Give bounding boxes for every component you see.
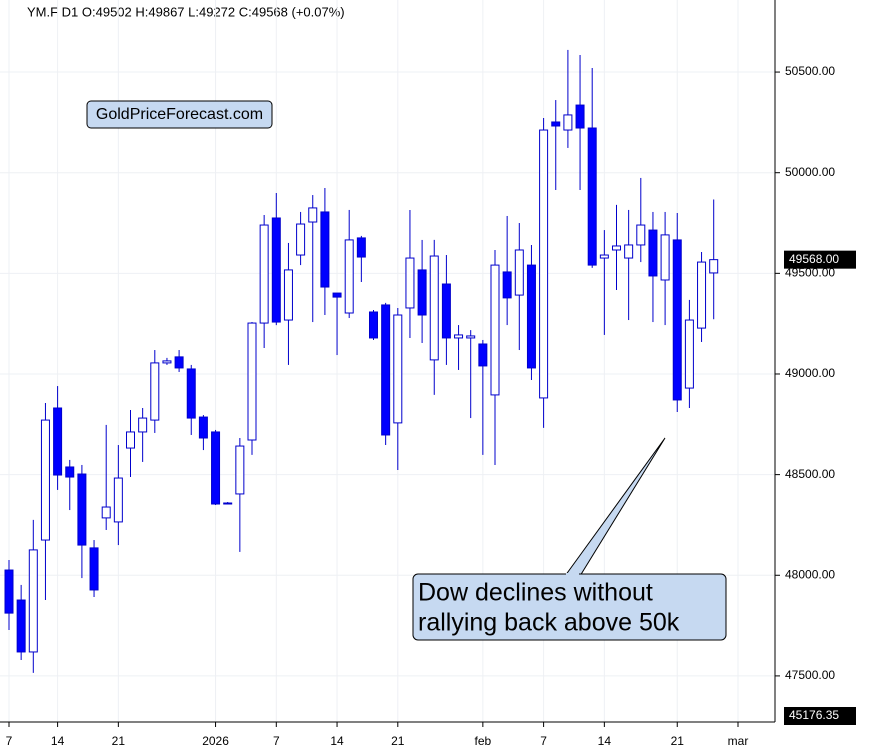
x-tick-label: 2026 (202, 734, 229, 748)
candle-body (101, 506, 111, 519)
candle-body (514, 249, 524, 296)
candle-body (89, 547, 99, 591)
candle-body (478, 343, 488, 367)
candle-body (186, 368, 196, 419)
bottom-label: 45176.35 (789, 708, 839, 722)
candle-body (539, 129, 549, 399)
candle-body (344, 239, 354, 314)
x-tick-label: 21 (671, 734, 685, 748)
x-tick-label: 14 (330, 734, 344, 748)
last-price-label: 49568.00 (789, 252, 839, 266)
annotation-text: Dow declines without (418, 579, 653, 607)
candle-body (150, 362, 160, 421)
candle-body (709, 259, 719, 274)
candle-body (320, 211, 330, 288)
candle-body (684, 319, 694, 389)
candle-body (672, 239, 682, 401)
x-tick-label: 7 (273, 734, 280, 748)
x-tick-label: 21 (112, 734, 126, 748)
candle-body (393, 314, 403, 424)
candle-body (587, 127, 597, 266)
candle-body (259, 224, 269, 324)
x-tick-label: 21 (391, 734, 405, 748)
candle-body (648, 229, 658, 277)
candle-body (77, 473, 87, 546)
candle-body (162, 360, 172, 364)
watermark-text: GoldPriceForecast.com (96, 106, 263, 123)
candle-body (612, 245, 621, 251)
candle-body (417, 269, 427, 316)
candle-body (697, 261, 707, 329)
candle-body (271, 217, 281, 323)
x-tick-label: 7 (540, 734, 547, 748)
candle-body (551, 121, 561, 127)
candle-body (466, 335, 476, 339)
candle-body (308, 207, 318, 223)
watermark-box: GoldPriceForecast.com (86, 100, 273, 129)
candle-body (65, 466, 75, 478)
candle-body (563, 114, 573, 131)
y-tick-label: 47500.00 (785, 668, 835, 682)
x-tick-label: 7 (6, 734, 13, 748)
candle-body (502, 271, 512, 299)
candle-body (53, 407, 63, 476)
y-tick-label: 49000.00 (785, 366, 835, 380)
candle-body (599, 254, 609, 259)
candle-body (247, 322, 257, 441)
candle-body (381, 304, 391, 436)
candle-body (429, 255, 439, 361)
annotation-text: rallying back above 50k (418, 609, 680, 637)
candle-body (4, 569, 14, 614)
candle-body (126, 431, 135, 449)
candle-body (575, 104, 585, 129)
candle-body (356, 237, 366, 258)
candle-body (405, 257, 415, 309)
candle-body (28, 549, 38, 653)
candle-body (454, 334, 464, 339)
y-tick-label: 48000.00 (785, 567, 835, 581)
chart-title: YM.F D1 O:49502 H:49867 L:49272 C:49568 … (27, 4, 345, 19)
candle-body (235, 445, 245, 495)
x-tick-label: 14 (51, 734, 65, 748)
watermark-bg (86, 100, 273, 129)
candle-body (198, 416, 208, 439)
candle-body (174, 356, 184, 369)
y-tick-label: 49500.00 (785, 266, 835, 280)
x-tick-label: 14 (598, 734, 612, 748)
candle-body (283, 269, 293, 321)
candle-body (332, 292, 342, 298)
last-price-bg (784, 250, 856, 269)
candle-body (113, 477, 123, 523)
candle-body (138, 417, 148, 433)
x-tick-label: mar (728, 734, 749, 748)
candle-body (223, 502, 233, 505)
candle-body (624, 244, 634, 259)
candle-body (636, 224, 646, 246)
candle-body (16, 599, 26, 653)
candle-body (526, 264, 536, 369)
candle-body (296, 223, 306, 256)
y-tick-label: 50500.00 (785, 64, 835, 78)
candle-body (490, 264, 500, 396)
candle-body (369, 311, 378, 339)
candle-body (40, 419, 50, 541)
y-tick-label: 48500.00 (785, 467, 835, 481)
candle-body (660, 234, 670, 281)
bottom-label-bg (784, 707, 856, 725)
x-tick-label: feb (475, 734, 492, 748)
y-tick-label: 50000.00 (785, 165, 835, 179)
candle-body (441, 283, 451, 339)
candle-body (211, 431, 221, 505)
